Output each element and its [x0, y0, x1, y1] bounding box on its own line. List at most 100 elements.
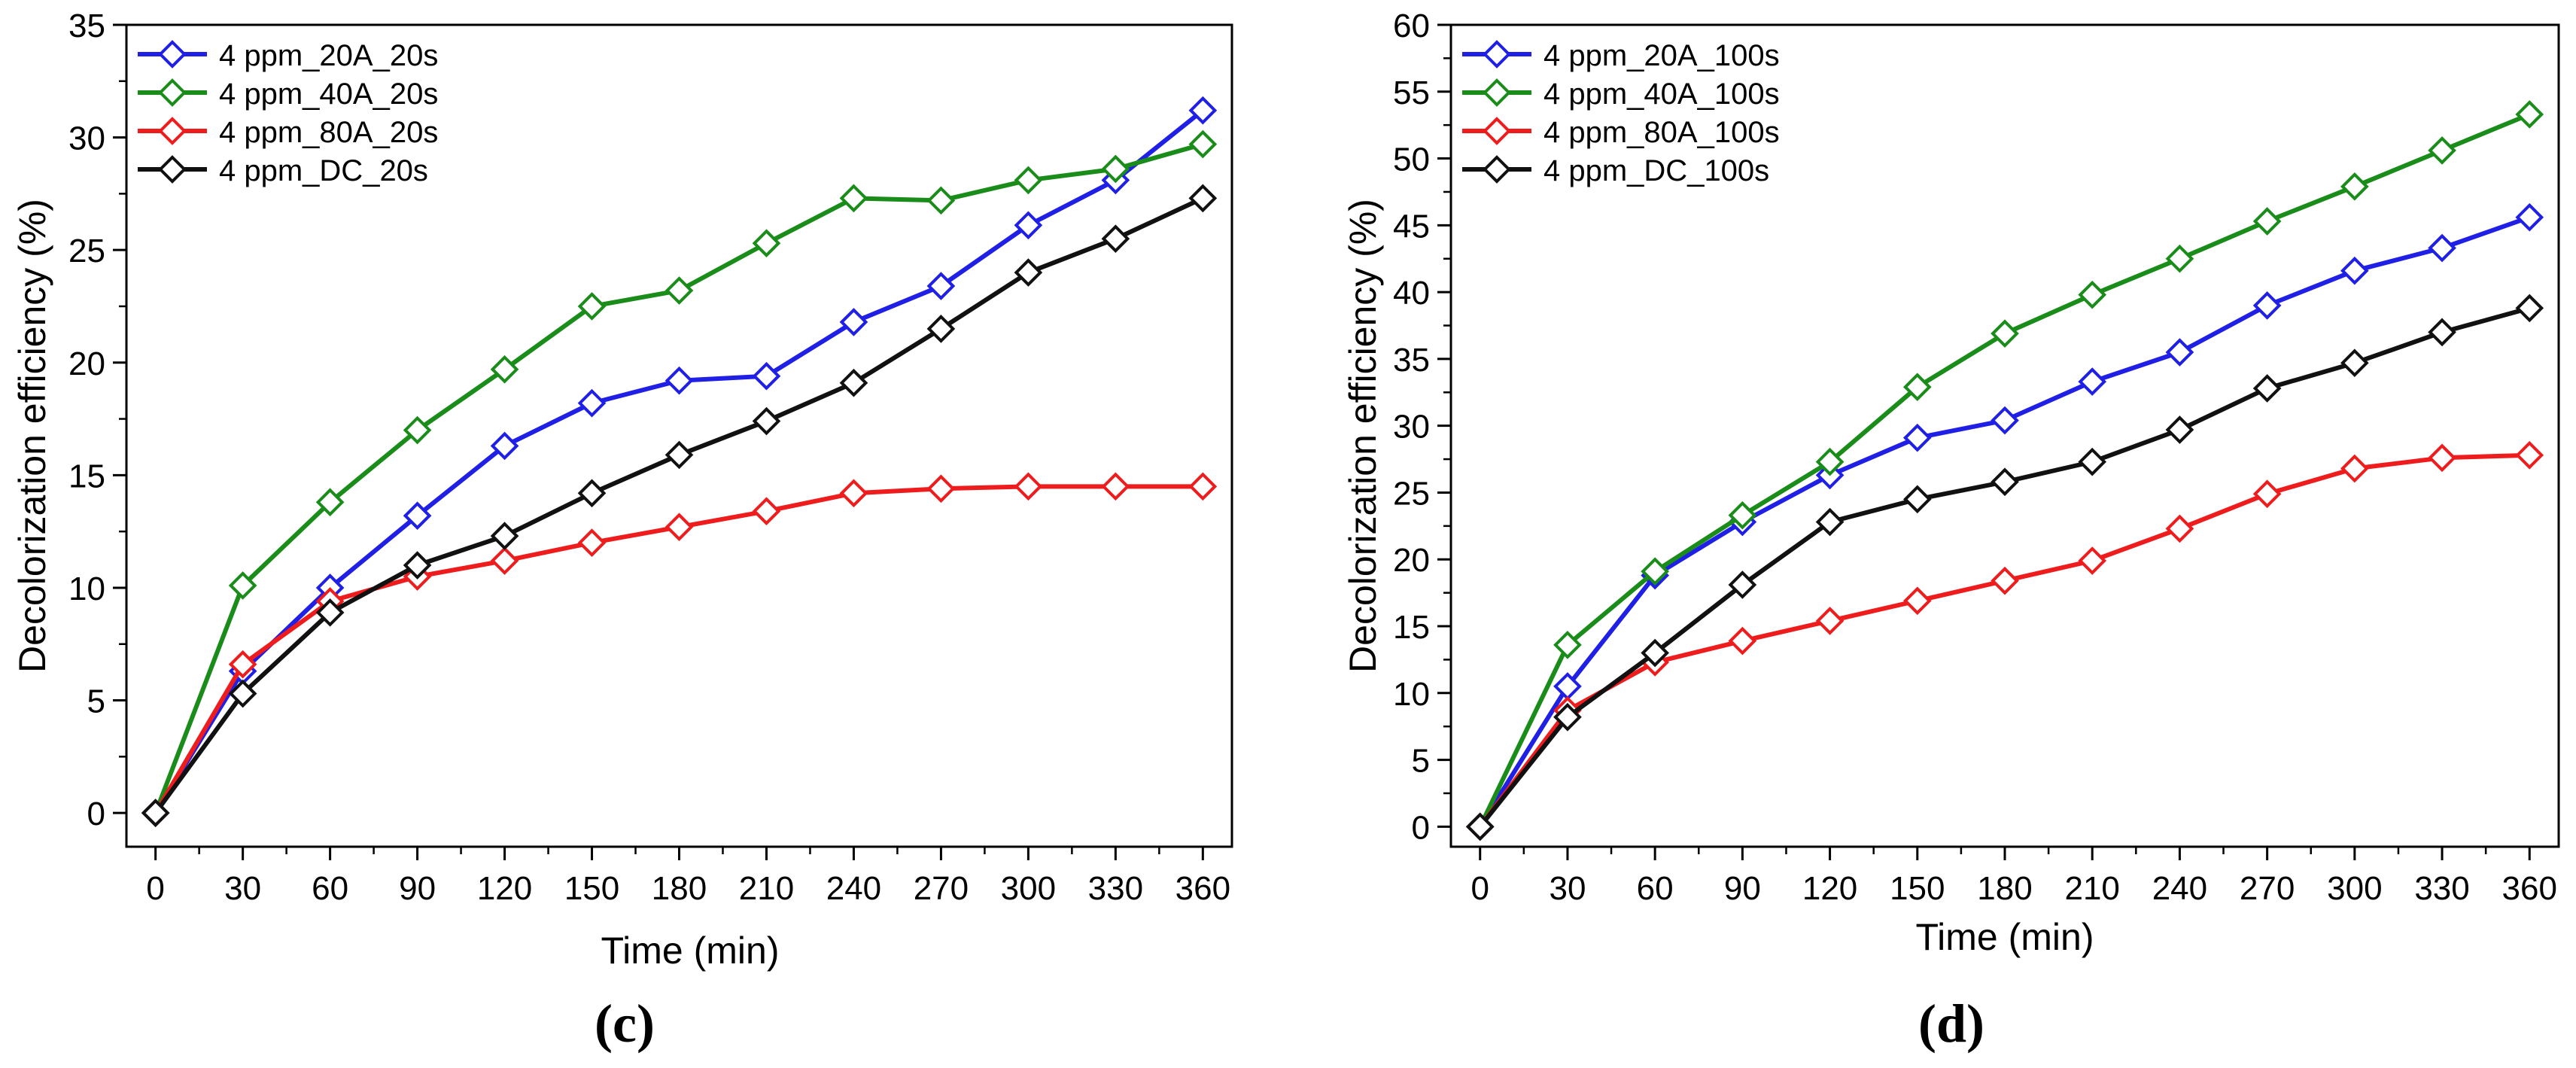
data-point: [403, 415, 432, 445]
data-point: [665, 440, 694, 470]
y-tick-label: 0: [1412, 809, 1430, 846]
data-point: [2515, 294, 2544, 323]
y-tick-label: 60: [1393, 8, 1430, 44]
x-tick-label: 90: [1724, 870, 1761, 907]
legend-item: 4 ppm_80A_20s: [138, 116, 438, 149]
data-point: [665, 513, 694, 541]
y-tick-label: 55: [1393, 75, 1430, 111]
x-tick-label: 30: [1549, 870, 1586, 907]
data-point: [1991, 566, 2019, 595]
data-point: [1465, 812, 1495, 841]
data-point: [1101, 472, 1130, 501]
series-4-ppm_DC_20s: [141, 184, 1218, 827]
chart-panel-d: 0 30 60 90 120 150 180 210 240 270 300 330 360 0 5 10 15…: [1342, 8, 2560, 1054]
data-point: [1815, 507, 1845, 537]
data-point: [1014, 258, 1043, 287]
data-point: [839, 479, 868, 508]
legend-label: 4 ppm_20A_20s: [219, 39, 438, 72]
data-point: [1991, 319, 2019, 348]
x-tick-label: 0: [146, 870, 164, 907]
legend-item: 4 ppm_80A_100s: [1462, 116, 1780, 149]
x-tick-label: 90: [399, 870, 436, 907]
data-point: [1188, 184, 1218, 213]
legend-item: 4 ppm_20A_20s: [138, 39, 438, 72]
data-point: [2515, 100, 2544, 129]
x-axis-label: Time (min): [1915, 916, 2094, 958]
y-tick-label: 35: [1393, 342, 1430, 379]
y-tick-label: 10: [68, 571, 105, 607]
legend-item: 4 ppm_DC_20s: [138, 154, 428, 187]
x-axis-label: Time (min): [601, 930, 779, 972]
ticks-layer: 0 30 60 90 120 150 180 210 240 270 300 330 360 0 5 10 15…: [68, 8, 1230, 907]
y-tick-label: 50: [1393, 141, 1430, 178]
x-tick-label: 210: [2064, 870, 2119, 907]
data-point: [315, 488, 345, 517]
y-axis-label: Decolorization efficiency (%): [11, 199, 53, 673]
data-point: [2165, 415, 2194, 444]
data-point: [2340, 172, 2369, 201]
data-point: [926, 474, 956, 504]
data-point: [1101, 224, 1130, 254]
data-point: [1728, 501, 1757, 530]
data-point: [2252, 479, 2282, 509]
legend-marker: [1483, 40, 1511, 68]
series-layer: [141, 96, 1218, 827]
y-tick-label: 40: [1393, 275, 1430, 312]
data-point: [1641, 638, 1669, 668]
data-point: [1014, 166, 1043, 195]
panel-label: (c): [595, 993, 655, 1054]
x-tick-label: 360: [1175, 870, 1230, 907]
data-point: [1815, 607, 1845, 635]
data-point: [2165, 514, 2194, 543]
y-tick-label: 25: [68, 233, 105, 269]
data-point: [1641, 557, 1669, 586]
x-tick-label: 240: [826, 870, 881, 907]
legend-marker: [158, 117, 187, 145]
data-point: [1728, 626, 1757, 656]
data-point: [1991, 406, 2019, 435]
data-point: [2428, 443, 2456, 473]
data-point: [577, 479, 607, 508]
y-tick-label: 5: [87, 683, 105, 720]
data-point: [752, 497, 781, 526]
legend-item: 4 ppm_40A_100s: [1462, 78, 1780, 111]
x-tick-label: 240: [2152, 870, 2207, 907]
data-point: [1188, 129, 1218, 159]
data-point: [2340, 348, 2369, 378]
data-point: [2078, 280, 2107, 309]
x-tick-label: 300: [2327, 870, 2382, 907]
data-point: [228, 650, 257, 679]
x-tick-label: 330: [1088, 870, 1143, 907]
data-point: [2515, 440, 2544, 470]
legend: 4 ppm_20A_20s 4 ppm_40A_20s 4 ppm_80A_20s 4…: [138, 39, 438, 187]
data-point: [665, 276, 694, 305]
data-point: [1553, 631, 1582, 659]
data-point: [2340, 256, 2369, 285]
data-point: [2078, 447, 2107, 476]
data-point: [490, 431, 519, 461]
legend-item: 4 ppm_DC_100s: [1462, 154, 1769, 187]
y-tick-label: 15: [68, 458, 105, 494]
data-point: [1101, 154, 1130, 184]
x-tick-label: 300: [1001, 870, 1056, 907]
legend: 4 ppm_20A_100s 4 ppm_40A_100s 4 ppm_80A_10…: [1462, 39, 1780, 187]
legend-marker: [158, 40, 187, 68]
data-point: [2252, 207, 2282, 236]
data-point: [1014, 472, 1043, 501]
data-point: [2428, 233, 2456, 263]
data-point: [577, 292, 607, 321]
data-point: [839, 368, 868, 397]
legend-item: 4 ppm_20A_100s: [1462, 39, 1780, 72]
data-point: [2340, 454, 2369, 483]
data-point: [141, 799, 170, 827]
data-point: [2252, 291, 2282, 320]
data-point: [1553, 702, 1582, 732]
legend-label: 4 ppm_40A_20s: [219, 78, 438, 111]
panel-label: (d): [1918, 993, 1984, 1054]
data-point: [403, 501, 432, 531]
data-point: [1188, 96, 1218, 125]
x-tick-label: 180: [652, 870, 707, 907]
y-tick-label: 45: [1393, 208, 1430, 245]
